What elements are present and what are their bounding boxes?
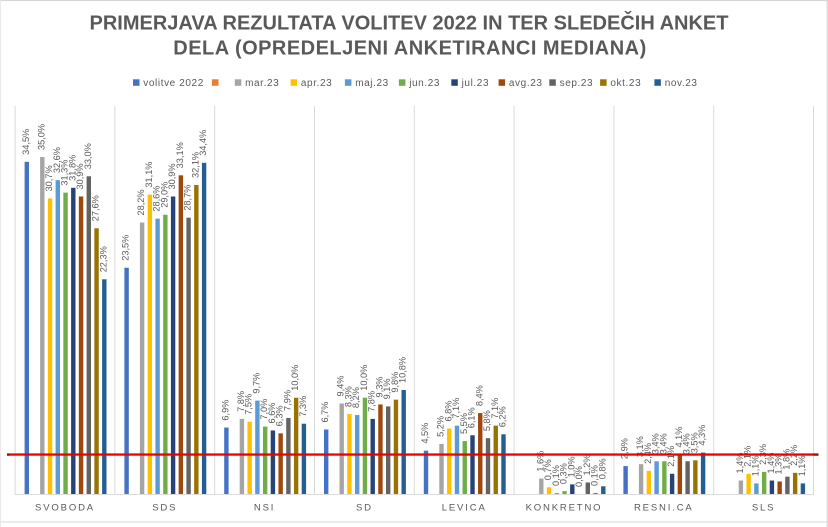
svg-text:PRIMERJAVA REZULTATA VOLITEV 2: PRIMERJAVA REZULTATA VOLITEV 2022 IN TER… xyxy=(90,11,729,35)
svg-text:28,7%: 28,7% xyxy=(183,185,193,211)
svg-text:10,8%: 10,8% xyxy=(398,357,408,383)
svg-text:jun.23: jun.23 xyxy=(408,78,440,89)
svg-text:4,1%: 4,1% xyxy=(674,427,684,448)
svg-text:SD: SD xyxy=(356,502,373,513)
svg-text:33,1%: 33,1% xyxy=(175,142,185,168)
svg-text:SVOBODA: SVOBODA xyxy=(35,502,95,513)
svg-text:7,1%: 7,1% xyxy=(451,398,461,419)
svg-text:23,5%: 23,5% xyxy=(121,235,131,261)
svg-text:29,0%: 29,0% xyxy=(159,182,169,208)
svg-text:6,8%: 6,8% xyxy=(443,401,453,422)
svg-text:5,2%: 5,2% xyxy=(436,416,446,437)
svg-text:RESNI.CA: RESNI.CA xyxy=(634,502,694,513)
svg-text:34,5%: 34,5% xyxy=(21,129,31,155)
svg-text:LEVICA: LEVICA xyxy=(442,502,487,513)
svg-text:SDS: SDS xyxy=(152,502,177,513)
svg-text:3,4%: 3,4% xyxy=(658,433,668,454)
svg-text:10,0%: 10,0% xyxy=(359,365,369,391)
svg-text:6,2%: 6,2% xyxy=(498,406,508,427)
svg-text:8,4%: 8,4% xyxy=(474,385,484,406)
svg-text:6,7%: 6,7% xyxy=(320,402,330,423)
svg-text:22,3%: 22,3% xyxy=(98,246,108,272)
svg-text:30,9%: 30,9% xyxy=(75,163,85,189)
svg-text:2,1%: 2,1% xyxy=(743,446,753,467)
svg-text:28,6%: 28,6% xyxy=(152,186,162,212)
svg-text:9,1%: 9,1% xyxy=(382,378,392,399)
svg-text:35,0%: 35,0% xyxy=(36,124,46,150)
svg-text:1,3%: 1,3% xyxy=(774,454,784,475)
svg-text:avg.23: avg.23 xyxy=(509,78,543,89)
svg-text:1,4%: 1,4% xyxy=(735,453,745,474)
svg-text:0,1%: 0,1% xyxy=(590,465,600,486)
svg-text:6,3%: 6,3% xyxy=(275,405,285,426)
svg-text:7,9%: 7,9% xyxy=(282,390,292,411)
svg-text:32,1%: 32,1% xyxy=(190,152,200,178)
svg-text:2,9%: 2,9% xyxy=(620,438,630,459)
svg-text:7,8%: 7,8% xyxy=(236,391,246,412)
svg-text:KONKRETNO: KONKRETNO xyxy=(526,502,603,513)
svg-text:30,9%: 30,9% xyxy=(167,163,177,189)
svg-text:volitve 2022: volitve 2022 xyxy=(143,78,204,89)
svg-text:7,3%: 7,3% xyxy=(298,396,308,417)
svg-text:1,1%: 1,1% xyxy=(797,455,807,476)
svg-text:31,1%: 31,1% xyxy=(144,162,154,188)
svg-text:1,6%: 1,6% xyxy=(535,451,545,472)
svg-text:0,7%: 0,7% xyxy=(543,459,553,480)
svg-text:0,0%: 0,0% xyxy=(574,466,584,487)
svg-text:6,6%: 6,6% xyxy=(267,403,277,424)
svg-text:maj.23: maj.23 xyxy=(355,78,389,89)
svg-text:4,3%: 4,3% xyxy=(697,425,707,446)
svg-text:nov.23: nov.23 xyxy=(665,78,698,89)
svg-text:31,3%: 31,3% xyxy=(60,160,70,186)
svg-text:34,4%: 34,4% xyxy=(198,130,208,156)
svg-text:0,3%: 0,3% xyxy=(559,463,569,484)
svg-text:DELA (OPREDELJENI ANKETIRANCI: DELA (OPREDELJENI ANKETIRANCI MEDIANA) xyxy=(173,38,646,60)
svg-text:1,2%: 1,2% xyxy=(582,454,592,475)
svg-text:10,0%: 10,0% xyxy=(290,365,300,391)
svg-text:3,1%: 3,1% xyxy=(635,436,645,457)
svg-text:sep.23: sep.23 xyxy=(560,78,594,89)
svg-text:9,8%: 9,8% xyxy=(390,372,400,393)
svg-text:4,5%: 4,5% xyxy=(420,423,430,444)
svg-text:9,7%: 9,7% xyxy=(251,373,261,394)
svg-text:30,7%: 30,7% xyxy=(44,165,54,191)
svg-text:7,1%: 7,1% xyxy=(490,398,500,419)
svg-text:5,5%: 5,5% xyxy=(459,413,469,434)
svg-text:okt.23: okt.23 xyxy=(610,78,641,89)
svg-text:1,4%: 1,4% xyxy=(766,453,776,474)
svg-text:1,8%: 1,8% xyxy=(781,449,791,470)
svg-text:9,3%: 9,3% xyxy=(374,377,384,398)
svg-text:mar.23: mar.23 xyxy=(245,78,279,89)
svg-text:31,8%: 31,8% xyxy=(67,155,77,181)
svg-text:1,1%: 1,1% xyxy=(750,455,760,476)
svg-text:8,2%: 8,2% xyxy=(351,387,361,408)
svg-text:3,4%: 3,4% xyxy=(651,433,661,454)
svg-text:1,0%: 1,0% xyxy=(566,456,576,477)
svg-text:9,4%: 9,4% xyxy=(336,376,346,397)
svg-text:7,5%: 7,5% xyxy=(244,394,254,415)
svg-text:6,9%: 6,9% xyxy=(220,400,230,421)
svg-text:6,1%: 6,1% xyxy=(467,407,477,428)
svg-text:7,8%: 7,8% xyxy=(367,391,377,412)
svg-text:7,0%: 7,0% xyxy=(259,399,269,420)
svg-text:5,8%: 5,8% xyxy=(482,410,492,431)
svg-text:0,8%: 0,8% xyxy=(597,458,607,479)
svg-text:apr.23: apr.23 xyxy=(301,78,332,89)
svg-text:28,2%: 28,2% xyxy=(136,189,146,215)
svg-text:jul.23: jul.23 xyxy=(461,78,490,89)
svg-text:SLS: SLS xyxy=(752,502,776,513)
svg-text:8,3%: 8,3% xyxy=(343,386,353,407)
svg-text:0,1%: 0,1% xyxy=(551,465,561,486)
svg-text:27,6%: 27,6% xyxy=(91,195,101,221)
svg-text:3,5%: 3,5% xyxy=(689,432,699,453)
svg-text:32,6%: 32,6% xyxy=(52,147,62,173)
svg-text:33,0%: 33,0% xyxy=(83,143,93,169)
svg-text:2,1%: 2,1% xyxy=(666,446,676,467)
svg-text:NSI: NSI xyxy=(254,502,275,513)
svg-text:3,4%: 3,4% xyxy=(682,433,692,454)
